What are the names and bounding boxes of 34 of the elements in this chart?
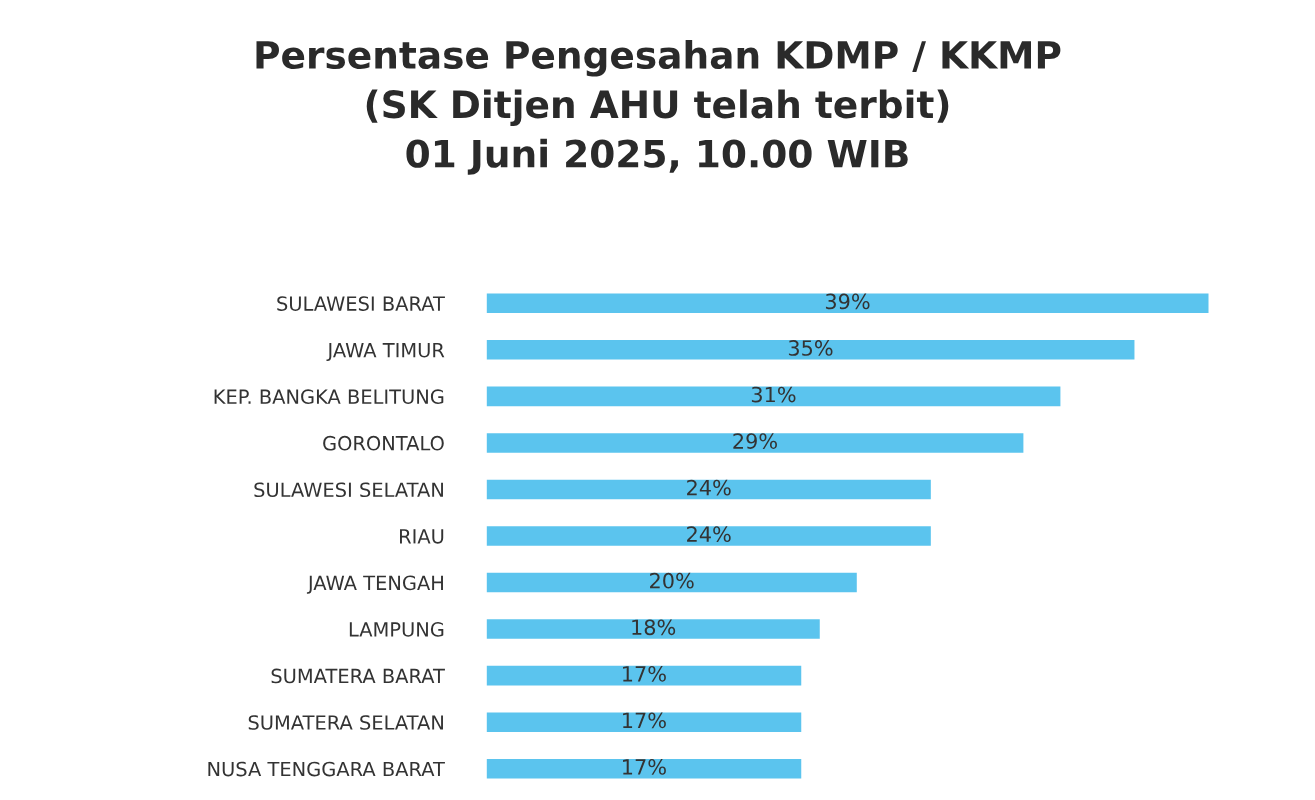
y-tick-label: LAMPUNG: [349, 622, 444, 637]
data-label: 31%: [751, 386, 796, 403]
bar: [486, 758, 802, 779]
bar: [486, 340, 1135, 360]
y-tick-label: NUSA TENGGARA BARAT: [208, 761, 445, 777]
bar: [486, 572, 857, 593]
data-label: 24%: [687, 526, 731, 543]
data-label: 18%: [632, 619, 676, 636]
bar: [486, 479, 931, 500]
data-label: 29%: [733, 433, 777, 449]
y-tick-label: JAWA TIMUR: [326, 343, 445, 362]
y-tick-label: RIAU: [400, 529, 444, 544]
data-label: 17%: [623, 759, 666, 775]
bar: [486, 526, 931, 546]
y-tick-label: SUMATERA SELATAN: [248, 715, 443, 730]
bar: [486, 386, 1061, 407]
data-label: 20%: [650, 572, 694, 589]
chart-title: Persentase Pengesahan KDMP / KKMP (SK Ditjen AHU telah terbit) 01 Juni 2025, 10.00 WIB: [256, 40, 1061, 175]
y-tick-label: SULAWESI SELATAN: [254, 482, 443, 498]
data-label: 39%: [825, 293, 870, 310]
bar: [486, 293, 1209, 314]
data-label: 17%: [623, 665, 666, 682]
y-tick-label: KEP. BANGKA BELITUNG: [214, 389, 444, 405]
bar: [486, 665, 802, 686]
bar: [486, 619, 820, 639]
y-tick-label: SULAWESI BARAT: [277, 296, 445, 311]
y-tick-label: SUMATERA BARAT: [271, 668, 445, 684]
data-label: 17%: [623, 712, 666, 729]
data-label: 35%: [788, 340, 833, 356]
bar: [486, 712, 802, 732]
data-label: 24%: [687, 479, 731, 496]
y-tick-label: JAWA TENGAH: [306, 575, 443, 594]
y-tick-label: GORONTALO: [323, 435, 444, 451]
bar: [486, 433, 1024, 453]
